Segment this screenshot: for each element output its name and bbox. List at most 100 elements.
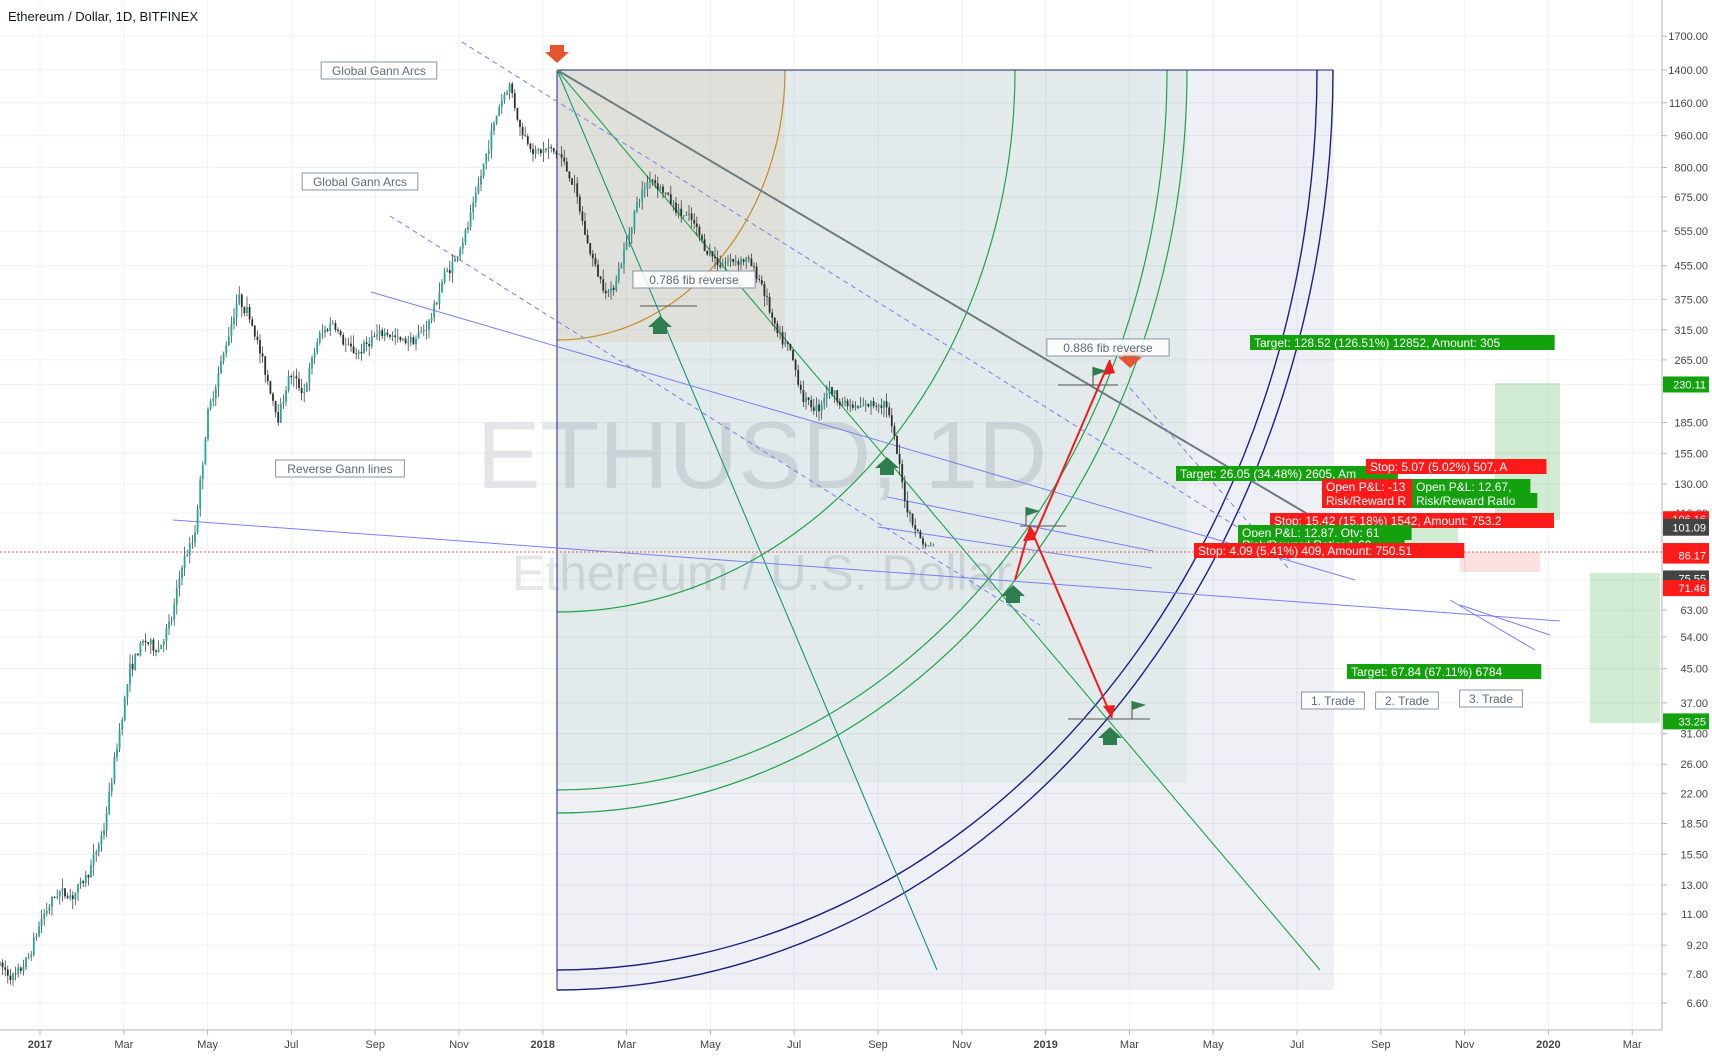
candle-body <box>43 913 46 919</box>
flag-icon <box>1131 701 1146 719</box>
candle-body <box>464 229 467 243</box>
candle-body <box>129 663 131 685</box>
candle-body <box>719 265 722 268</box>
candle-body <box>90 864 92 878</box>
candle-body <box>79 881 82 885</box>
candle-body <box>230 324 233 337</box>
candle-body <box>633 211 636 229</box>
candle-body <box>929 545 932 547</box>
candle-body <box>131 663 134 670</box>
target-info-box <box>1412 493 1538 508</box>
candle-body <box>560 154 563 158</box>
candle-body <box>584 220 586 235</box>
candle-body <box>636 201 638 212</box>
stop-info-label: Open P&L: -13 <box>1326 480 1406 494</box>
candle-body <box>116 748 118 758</box>
price-tick-label: 155.00 <box>1674 448 1708 460</box>
candle-body <box>685 215 688 216</box>
candle-body <box>838 401 841 406</box>
candle-body <box>350 343 352 347</box>
candle-body <box>235 303 238 318</box>
candle-body <box>66 896 69 898</box>
time-tick-label: Mar <box>1623 1039 1642 1051</box>
candle-body <box>155 650 157 652</box>
candle-body <box>498 107 501 116</box>
candle-body <box>885 401 888 408</box>
price-axis-tag-label: 71.46 <box>1678 583 1706 595</box>
candle-body <box>334 323 337 330</box>
candle-body <box>768 296 771 313</box>
candle-body <box>53 896 56 898</box>
candle-body <box>628 233 631 242</box>
candle-body <box>558 154 560 155</box>
candle-body <box>552 148 555 152</box>
candle-body <box>396 336 399 338</box>
candle-body <box>227 336 230 346</box>
stop-info-box <box>1270 513 1554 528</box>
time-tick-label: 2019 <box>1033 1039 1057 1051</box>
annotation-box <box>1459 689 1523 708</box>
candle-body <box>324 329 326 333</box>
candle-body <box>212 398 215 401</box>
candle-body <box>867 403 870 407</box>
candle-body <box>472 202 475 213</box>
trade-boxes: Target: 128.52 (126.51%) 12852, Amount: … <box>1176 335 1555 679</box>
candle-body <box>183 556 186 568</box>
candle-body <box>927 545 930 547</box>
candle-body <box>318 333 321 343</box>
target-info-label: Target: 128.52 (126.51%) 12852, Amount: … <box>1254 336 1501 350</box>
price-axis-tag <box>1663 713 1709 730</box>
candle-body <box>467 226 469 230</box>
candle-body <box>625 241 628 250</box>
candle-body <box>277 412 280 423</box>
candle-body <box>110 782 113 792</box>
candle-body <box>469 212 472 227</box>
candle-body <box>841 402 844 406</box>
candle-body <box>61 888 64 892</box>
candle-body <box>851 404 854 408</box>
candle-body <box>742 259 745 262</box>
time-tick-label: Sep <box>365 1039 385 1051</box>
candle-body <box>545 148 547 150</box>
candle-body <box>771 312 774 318</box>
candle-body <box>199 479 202 510</box>
price-tick-label: 555.00 <box>1674 226 1708 238</box>
candle-body <box>92 854 95 865</box>
candle-body <box>576 183 579 197</box>
candle-body <box>222 352 225 362</box>
candle-body <box>38 925 40 936</box>
candle-body <box>459 248 462 257</box>
candle-body <box>714 256 716 259</box>
candle-body <box>425 329 428 331</box>
annotation-label: 1. Trade <box>1311 694 1355 708</box>
candle-body <box>402 338 404 340</box>
candle-body <box>121 720 124 730</box>
annotations: Global Gann Arcs Global Gann Arcs Reverse … <box>275 61 1523 710</box>
candle-body <box>196 509 199 533</box>
target-info-box <box>1347 664 1542 679</box>
candle-body <box>342 334 345 345</box>
time-tick-label: Jul <box>787 1039 801 1051</box>
price-axis-tag-label: 230.11 <box>1673 379 1706 391</box>
candle-body <box>654 180 657 184</box>
grid <box>0 0 1662 1030</box>
candle-body <box>797 369 800 385</box>
price-tick-label: 185.00 <box>1674 417 1708 429</box>
candle-body <box>727 261 729 263</box>
candle-body <box>597 264 599 277</box>
candle-body <box>292 376 295 378</box>
price-tick-label: 1160.00 <box>1669 98 1708 110</box>
candle-body <box>194 532 196 543</box>
candle-body <box>181 567 183 579</box>
candle-body <box>638 201 641 203</box>
fib-channel-dashed-1 <box>461 41 1291 561</box>
candle-body <box>269 381 272 394</box>
candle-body <box>19 967 22 971</box>
target-info-box <box>1238 525 1412 540</box>
candle-body <box>688 213 690 216</box>
time-tick-label: May <box>1203 1039 1224 1051</box>
candle-body <box>394 335 397 338</box>
candle-body <box>916 529 919 532</box>
candle-body <box>113 757 116 783</box>
